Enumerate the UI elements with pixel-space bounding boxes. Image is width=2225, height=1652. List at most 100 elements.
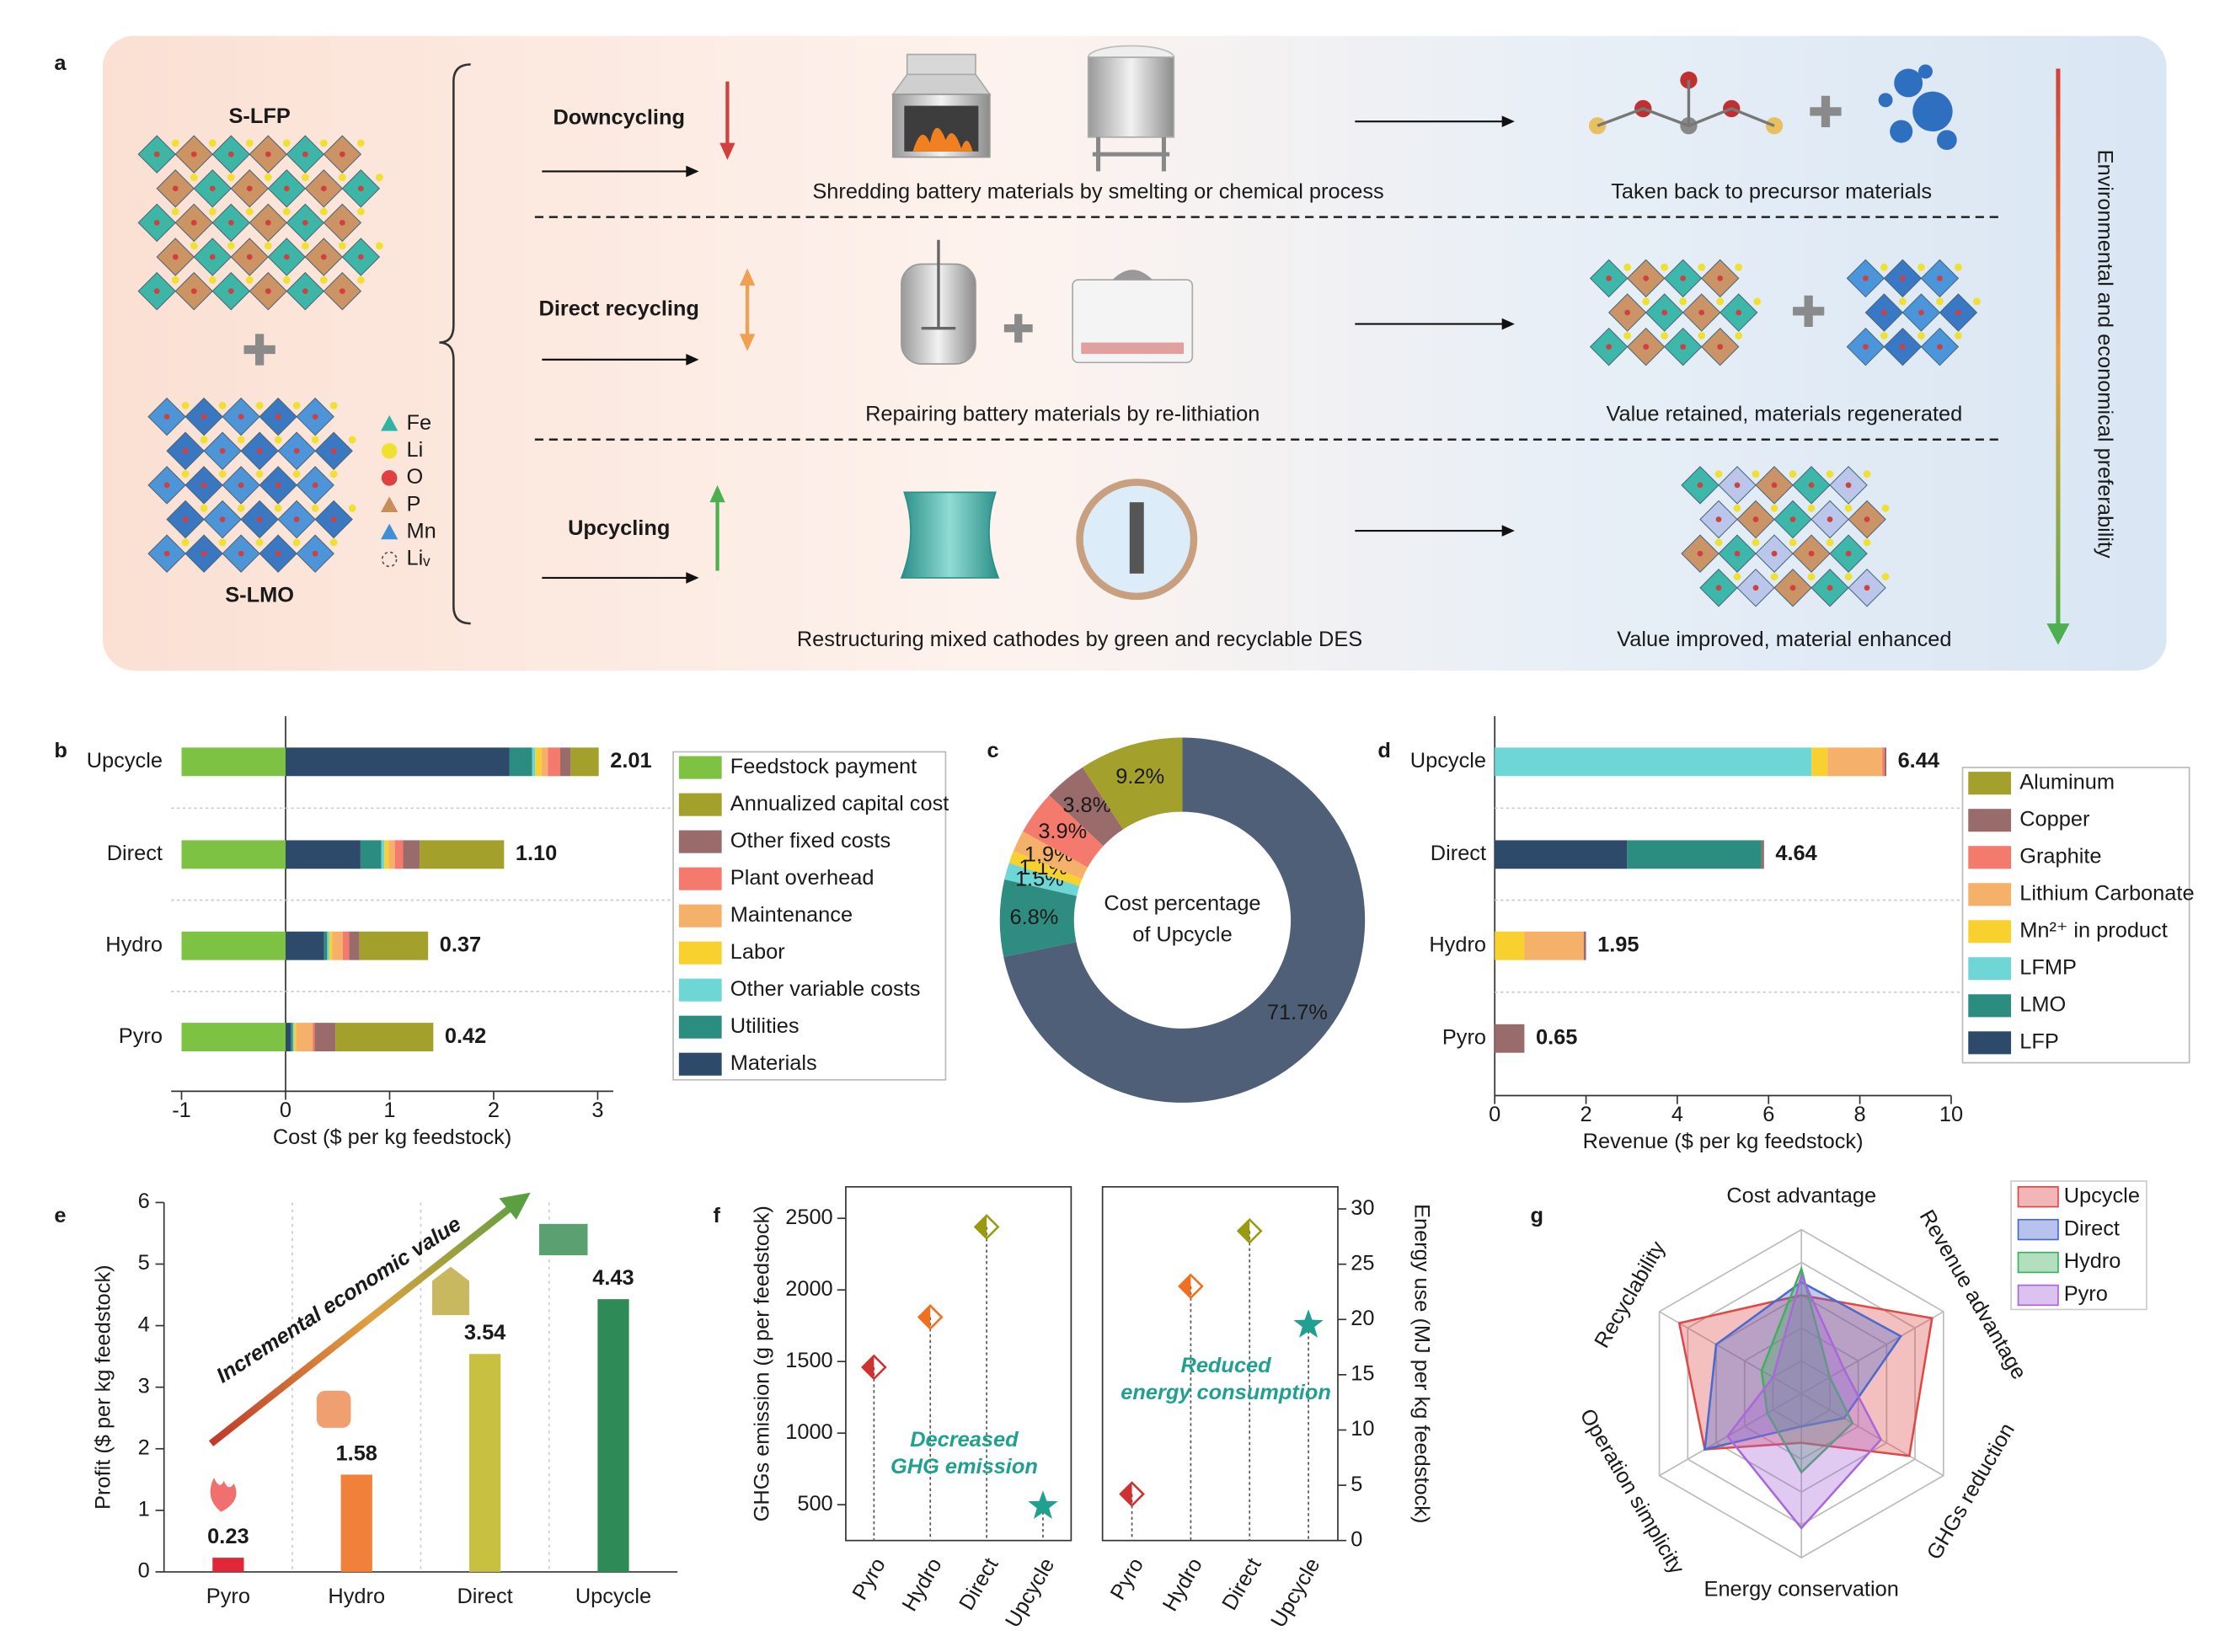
atom <box>357 185 364 192</box>
atom <box>256 516 263 522</box>
legend-label: Mn²⁺ in product <box>2019 918 2168 942</box>
atom <box>1717 275 1724 281</box>
atom <box>256 447 263 454</box>
bar-segment <box>1524 931 1584 960</box>
atom <box>293 516 300 522</box>
icon <box>538 1223 588 1256</box>
atom <box>218 538 227 547</box>
marker-outline <box>1119 1481 1145 1507</box>
atom <box>182 516 189 522</box>
donut-slice <box>1004 863 1080 896</box>
atom <box>153 151 160 158</box>
precursor-bubble <box>1937 130 1957 151</box>
atom <box>190 151 197 158</box>
legend-label: Graphite <box>2019 844 2101 868</box>
atom <box>292 470 301 478</box>
donut-center-label: Cost percentage <box>1104 891 1260 915</box>
atom <box>190 219 197 226</box>
bar-segment <box>1827 747 1883 777</box>
total-label: 1.95 <box>1597 933 1639 956</box>
radar-spoke <box>1800 1393 1944 1477</box>
reactor-icon <box>921 239 956 330</box>
category-label: Upcycle <box>1266 1554 1324 1632</box>
atom <box>163 550 170 557</box>
atom <box>1661 332 1669 339</box>
atom <box>1881 504 1890 512</box>
category-label: Direct <box>1431 842 1486 865</box>
x-tick-label: 6 <box>1762 1103 1774 1126</box>
atom <box>356 207 365 216</box>
bar-segment <box>1495 931 1525 960</box>
bar-segment <box>1583 931 1586 960</box>
furnace-box-icon <box>1081 342 1185 355</box>
trend-arrow <box>208 1202 516 1446</box>
atom <box>1864 585 1870 591</box>
bar-segment <box>1495 1024 1525 1053</box>
y-tick-label: 10 <box>1351 1417 1374 1441</box>
furnace-box-icon <box>1112 270 1153 281</box>
category-label: Hydro <box>1429 933 1486 956</box>
legend-swatch <box>678 1015 722 1039</box>
atom <box>171 139 179 147</box>
atom <box>1770 573 1778 580</box>
route-process: Restructuring mixed cathodes by green an… <box>797 628 1362 651</box>
donut-slice <box>1003 737 1366 1103</box>
atom <box>1771 482 1778 489</box>
legend-label: Aluminum <box>2019 770 2115 794</box>
atom <box>302 151 308 158</box>
marker-outline <box>1178 1273 1204 1300</box>
atom <box>1680 344 1687 350</box>
atom <box>1881 573 1890 580</box>
legend-swatch <box>2017 1185 2059 1208</box>
atom <box>292 538 301 547</box>
plus-sign <box>1003 313 1033 343</box>
value-label: 3.54 <box>464 1321 505 1345</box>
atom <box>1973 297 1981 306</box>
atom <box>172 254 179 260</box>
bracket <box>439 63 471 625</box>
atom <box>1643 344 1650 350</box>
tank-icon <box>1092 136 1170 172</box>
legend-label: Plant overhead <box>730 866 874 890</box>
atom <box>153 288 160 295</box>
molecule-atom <box>1765 117 1784 135</box>
panel-label: g <box>1531 1204 1544 1227</box>
atom <box>163 482 170 489</box>
y-tick-label: 15 <box>1351 1362 1374 1386</box>
atom <box>339 288 345 295</box>
atom <box>1789 585 1796 591</box>
atom <box>330 516 337 522</box>
atom <box>301 242 309 250</box>
marker-outline <box>861 1354 887 1381</box>
legend-label: LFMP <box>2019 955 2077 979</box>
atom <box>339 151 345 158</box>
x-axis-label: Revenue ($ per kg feedstock) <box>1583 1130 1864 1153</box>
atom <box>1752 516 1759 522</box>
legend-label: Annualized capital cost <box>730 792 949 815</box>
atom <box>200 504 208 512</box>
atom <box>1864 516 1870 522</box>
atom <box>1735 263 1743 271</box>
atom <box>348 436 356 444</box>
total-label: 0.65 <box>1536 1025 1577 1049</box>
atom <box>1917 263 1925 271</box>
atom <box>171 276 179 284</box>
atom <box>312 414 318 420</box>
atom <box>1826 538 1834 547</box>
crystal-illustration <box>147 397 356 573</box>
bar-segment <box>388 840 395 869</box>
bar-segment <box>291 1023 293 1051</box>
atom <box>1717 344 1724 350</box>
atom <box>264 242 272 250</box>
total-label: 6.44 <box>1898 749 1939 773</box>
atom <box>172 185 179 192</box>
atom <box>190 174 198 181</box>
atom <box>1862 344 1869 350</box>
atom <box>245 139 254 147</box>
atom <box>292 402 301 409</box>
atom <box>1698 263 1706 271</box>
atom <box>1643 275 1650 281</box>
atom <box>181 402 190 409</box>
atom <box>218 402 227 409</box>
atom <box>245 207 254 216</box>
